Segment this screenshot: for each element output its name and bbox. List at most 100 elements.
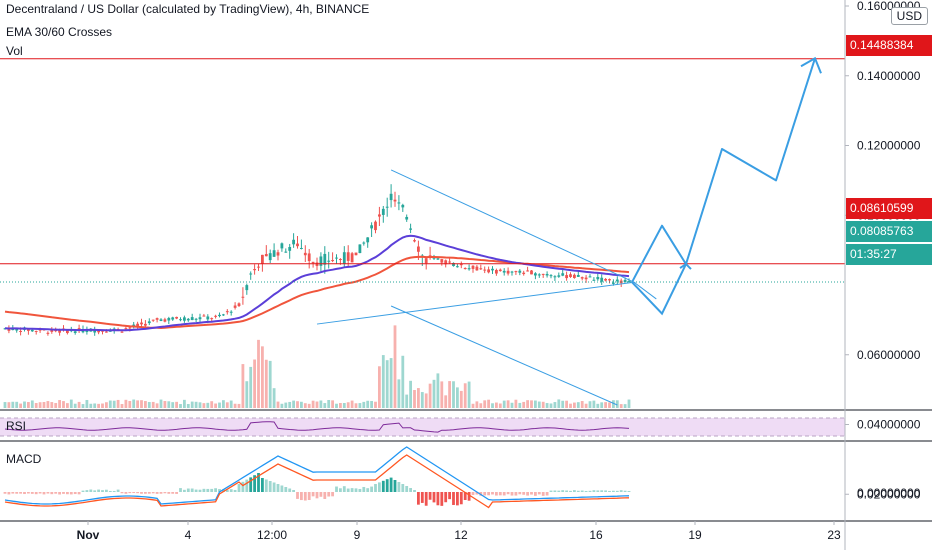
volume-bar [479, 403, 483, 408]
candle-body [307, 253, 311, 262]
macd-histogram-bar [487, 492, 490, 496]
price-tick-label: 0.02000000 [857, 487, 921, 501]
macd-histogram-bar [397, 482, 401, 492]
rsi-line [4, 421, 630, 433]
macd-histogram-bar [128, 492, 132, 494]
candle [549, 274, 553, 279]
macd-histogram-bar [417, 492, 420, 505]
volume-bar [471, 403, 475, 408]
macd-histogram-bar [276, 484, 280, 492]
volume-bar [510, 402, 514, 408]
macd-histogram-bar [194, 489, 198, 492]
candle-body [522, 272, 526, 275]
candle [518, 269, 522, 276]
macd-histogram-bar [284, 487, 288, 492]
candle-body [436, 258, 440, 260]
volume-bar [257, 339, 260, 408]
candle [479, 264, 483, 270]
candle-body [342, 252, 346, 265]
macd-histogram-bar [97, 489, 100, 492]
chart-title: Decentraland / US Dollar (calculated by … [6, 2, 370, 16]
candle [241, 287, 245, 305]
candle [397, 195, 401, 211]
volume-bar [3, 402, 7, 408]
candle-body [545, 273, 549, 276]
candle [596, 273, 600, 281]
macd-histogram-bar [413, 490, 416, 492]
volume-bar [50, 402, 54, 408]
macd-histogram-bar [319, 492, 323, 497]
candle-body [502, 270, 506, 273]
volume-bar [319, 400, 323, 408]
volume-bar [147, 402, 151, 408]
candle [77, 324, 81, 334]
macd-histogram-bar [101, 490, 104, 492]
currency-button[interactable]: USD [890, 7, 928, 25]
candle-body [424, 258, 428, 264]
candle-body [592, 279, 596, 281]
candle-body [483, 269, 487, 271]
macd-histogram-bar [202, 488, 206, 492]
macd-label: MACD [6, 452, 42, 466]
macd-histogram-bar [261, 478, 264, 492]
candle [530, 269, 533, 275]
volume-bar [222, 400, 225, 408]
candle-body [120, 331, 124, 333]
candle-body [151, 319, 155, 321]
macd-histogram-bar [315, 492, 319, 499]
candle-body [300, 247, 303, 249]
volume-bar [155, 403, 159, 408]
rsi-band [0, 418, 845, 436]
macd-histogram-bar [241, 481, 245, 492]
candle-body [393, 199, 397, 202]
macd-histogram-bar [471, 492, 475, 496]
volume-bar [323, 403, 327, 408]
candle-body [303, 252, 307, 256]
volume-bar [456, 387, 459, 408]
macd-histogram-bar [222, 489, 225, 492]
candle [292, 233, 295, 248]
candle [288, 243, 292, 259]
macd-histogram-bar [495, 492, 498, 496]
candle-body [498, 269, 502, 272]
macd-histogram-bar [69, 492, 73, 495]
candle-body [30, 329, 34, 332]
volume-bar [30, 400, 34, 408]
candle [140, 318, 143, 327]
candle [167, 316, 171, 325]
volume-bar [534, 400, 537, 408]
volume-bar [108, 400, 112, 408]
candle-body [530, 270, 533, 275]
projection-arrowhead [679, 262, 692, 270]
candle-body [339, 259, 342, 261]
candle [222, 313, 225, 316]
candle-body [253, 269, 256, 271]
resistance-price-tag: 0.08610599 [846, 198, 932, 219]
candle-body [136, 323, 139, 327]
candle [249, 271, 253, 280]
macd-histogram-bar [116, 489, 120, 492]
candle [186, 317, 190, 322]
macd-histogram-bar [292, 490, 295, 492]
macd-histogram-bar [522, 492, 526, 495]
candle [405, 214, 409, 222]
volume-bar [475, 401, 479, 408]
candle [93, 326, 97, 336]
macd-histogram-bar [272, 482, 276, 492]
candle-body [210, 318, 214, 320]
indicator-name: EMA 30/60 Crosses [6, 25, 113, 39]
macd-histogram-bar [612, 490, 615, 492]
volume-bar [600, 402, 604, 408]
candle [498, 268, 502, 272]
time-tick-label: 12 [454, 528, 468, 542]
candle-body [167, 318, 171, 321]
volume-bar [116, 399, 120, 408]
macd-histogram-bar [366, 488, 370, 492]
volume-bar [584, 403, 588, 408]
volume-bar [300, 401, 303, 408]
candle [194, 317, 198, 323]
macd-histogram-bar [615, 490, 619, 492]
candle-body [588, 276, 592, 278]
